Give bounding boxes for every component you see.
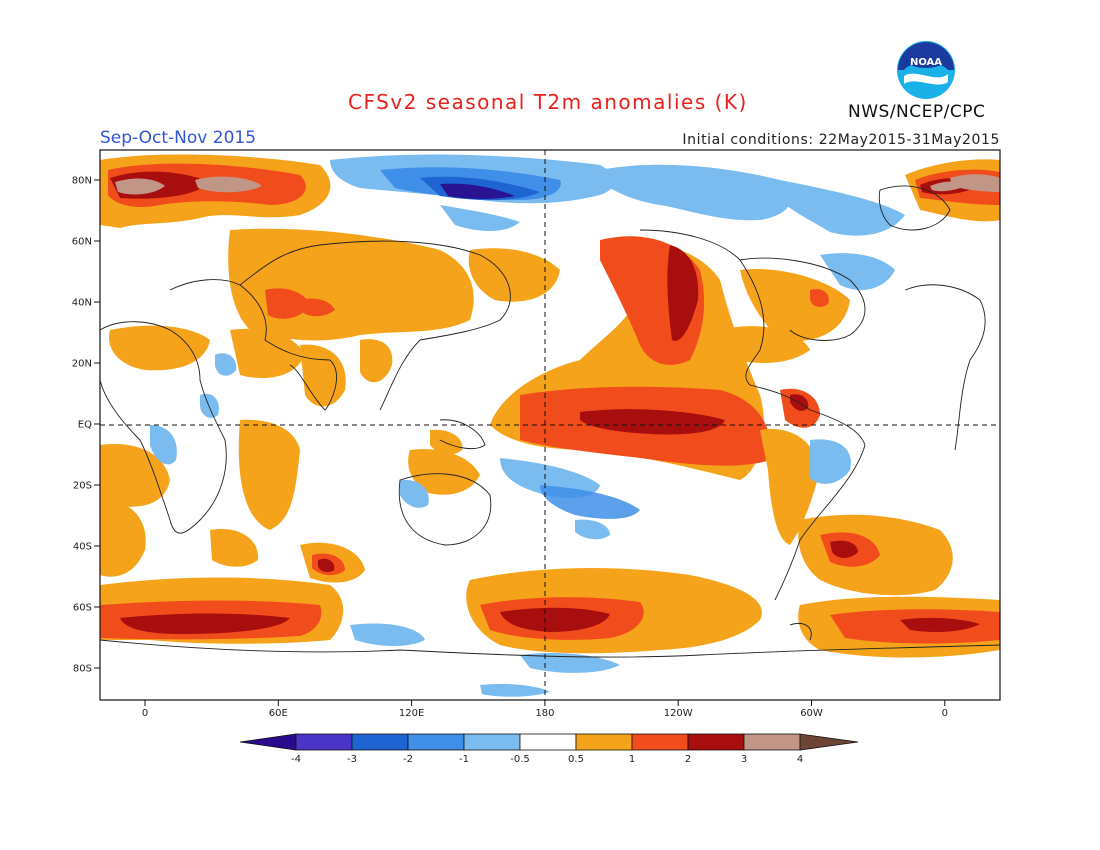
lat-tick-label: 40N bbox=[72, 298, 92, 309]
lon-tick-label: 60W bbox=[800, 708, 823, 719]
colorbar-tick-label: 0.5 bbox=[568, 754, 584, 765]
colorbar-segment bbox=[295, 733, 353, 751]
lat-tick-label: 60S bbox=[73, 603, 92, 614]
lon-tick-label: 0 bbox=[942, 708, 948, 719]
colorbar-arrow-left bbox=[239, 733, 297, 751]
lat-tick-label: 20S bbox=[73, 481, 92, 492]
map-frame bbox=[99, 149, 1001, 701]
lon-tick-label: 120E bbox=[399, 708, 424, 719]
colorbar-tick-label: -3 bbox=[347, 754, 357, 765]
colorbar-segment bbox=[407, 733, 465, 751]
lon-tick-label: 120W bbox=[664, 708, 693, 719]
pacific-el-nino-anomalies bbox=[400, 236, 851, 545]
lon-tick-label: 60E bbox=[269, 708, 288, 719]
eurasia-africa-anomalies bbox=[100, 228, 560, 530]
colorbar-tick-label: 3 bbox=[741, 754, 747, 765]
colorbar-tick-label: 4 bbox=[797, 754, 803, 765]
colorbar-arrow-right bbox=[799, 733, 859, 751]
colorbar-segment bbox=[743, 733, 801, 751]
anomaly-fields bbox=[100, 150, 1000, 700]
colorbar-tick-label: -1 bbox=[459, 754, 469, 765]
agency-label: NWS/NCEP/CPC bbox=[848, 102, 986, 122]
map-title: CFSv2 seasonal T2m anomalies (K) bbox=[348, 90, 748, 114]
coastlines bbox=[100, 185, 1000, 658]
colorbar-tick-label: -0.5 bbox=[510, 754, 530, 765]
colorbar-tick-label: -2 bbox=[403, 754, 413, 765]
lon-tick-label: 180 bbox=[535, 708, 554, 719]
longitude-axis: 0 60E 120E 180 120W 60W 0 bbox=[142, 700, 948, 719]
colorbar-segment bbox=[351, 733, 409, 751]
colorbar-segment bbox=[463, 733, 521, 751]
lat-tick-label: EQ bbox=[78, 420, 92, 431]
colorbar-tick-label: -4 bbox=[291, 754, 301, 765]
southern-ocean-anomalies bbox=[100, 499, 1000, 697]
noaa-logo-text: NOAA bbox=[910, 57, 942, 68]
lat-tick-label: 80S bbox=[73, 664, 92, 675]
initial-conditions-label: Initial conditions: 22May2015-31May2015 bbox=[682, 132, 1000, 148]
colorbar-segment bbox=[687, 733, 745, 751]
colorbar-tick-label: 2 bbox=[685, 754, 691, 765]
noaa-logo-icon: NOAA bbox=[897, 41, 955, 99]
lat-tick-label: 60N bbox=[72, 237, 92, 248]
lon-tick-label: 0 bbox=[142, 708, 148, 719]
colorbar-segment bbox=[575, 733, 633, 751]
lat-tick-label: 40S bbox=[73, 542, 92, 553]
latitude-axis: 80N 60N 40N 20N EQ 20S 40S 60S 80S bbox=[72, 176, 100, 675]
colorbar-segment bbox=[519, 733, 577, 751]
colorbar-segment bbox=[631, 733, 689, 751]
arctic-anomalies bbox=[100, 154, 1000, 290]
colorbar-tick-label: 1 bbox=[629, 754, 635, 765]
lat-tick-label: 20N bbox=[72, 359, 92, 370]
lat-tick-label: 80N bbox=[72, 176, 92, 187]
season-label: Sep-Oct-Nov 2015 bbox=[100, 128, 257, 148]
